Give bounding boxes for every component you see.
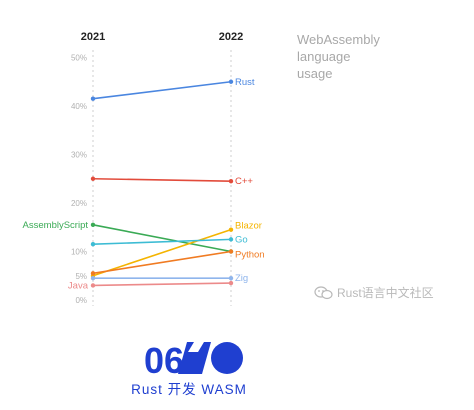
y-tick-label: 5% [75, 272, 87, 281]
series-labels: Rust C++ AssemblyScript Blazor Go Python Zig Ja… [23, 77, 265, 292]
series-label: Zig [235, 273, 248, 284]
series-line [92, 224, 232, 253]
slope-chart: 2021 2022 0% 5% 10% 20% 30% 40% 50% Rust C++ Assem… [23, 31, 380, 306]
logo-number: 06 [144, 340, 184, 376]
series-point [90, 275, 96, 281]
series-point [228, 249, 234, 254]
series-label: AssemblyScript [23, 220, 89, 231]
series-point [90, 242, 96, 247]
series-logo: 06 Rust 开发 WASM [128, 340, 268, 400]
logo-notch-shape [188, 342, 204, 352]
logo-subtitle: Rust 开发 WASM [131, 382, 247, 397]
series-point [90, 176, 96, 181]
series-line [92, 282, 232, 287]
wechat-icon [314, 285, 334, 300]
series-point [228, 275, 234, 281]
chart-title: WebAssembly language usage [297, 32, 380, 81]
series-point [90, 271, 96, 276]
series-label: Go [235, 234, 248, 245]
series-label: Python [235, 250, 265, 261]
series-label: C++ [235, 176, 253, 187]
series-point [90, 96, 96, 101]
series-lines [90, 79, 234, 288]
series-label: Java [68, 280, 89, 291]
series-line [92, 250, 232, 275]
series-line [92, 238, 232, 246]
y-tick-label: 0% [75, 296, 87, 305]
axes-layer: 2021 2022 0% 5% 10% 20% 30% 40% 50% [71, 31, 243, 306]
series-label: Rust [235, 77, 255, 88]
series-line [92, 228, 232, 277]
year-header: 2021 [81, 31, 105, 43]
y-tick-label: 20% [71, 199, 87, 208]
series-point [228, 79, 234, 84]
series-point [228, 227, 234, 232]
watermark: Rust语言中文社区 [314, 284, 434, 301]
logo-circle-shape [211, 342, 243, 374]
chart-title-line: language [297, 49, 351, 64]
logo-bar-shape [178, 342, 211, 374]
watermark-text: Rust语言中文社区 [337, 286, 434, 300]
y-tick-label: 40% [71, 102, 87, 111]
series-line [92, 80, 232, 100]
series-point [90, 222, 96, 228]
chart-title-line: WebAssembly [297, 32, 380, 47]
y-tick-label: 30% [71, 151, 87, 160]
series-label: Blazor [235, 221, 262, 232]
logo-mark: 06 [144, 340, 243, 381]
series-point [90, 283, 96, 288]
year-header: 2022 [219, 31, 243, 43]
y-tick-label: 50% [71, 54, 87, 63]
series-point [228, 237, 234, 242]
y-tick-label: 10% [71, 248, 87, 257]
chart-title-line: usage [297, 66, 332, 81]
series-point [228, 178, 234, 184]
series-point [228, 280, 234, 286]
series-line [92, 177, 232, 182]
